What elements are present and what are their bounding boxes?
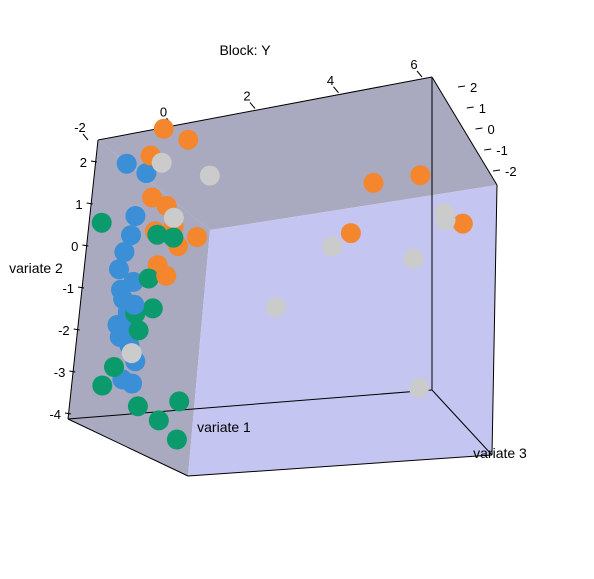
data-point	[163, 207, 184, 228]
data-point	[104, 357, 124, 377]
data-point	[109, 326, 130, 347]
data-point	[435, 210, 456, 231]
y-tick-label: -1	[62, 281, 74, 296]
y-tick-mark	[64, 412, 72, 415]
z-tick-label: -1	[496, 143, 508, 158]
data-point	[138, 268, 159, 289]
data-point	[124, 294, 145, 315]
y-tick-label: 2	[80, 155, 87, 170]
data-point	[151, 152, 172, 173]
z-tick-mark	[475, 127, 483, 130]
data-point	[147, 224, 168, 245]
box-edge	[491, 184, 498, 456]
y-tick-label: 0	[71, 239, 78, 254]
data-point	[187, 227, 207, 247]
data-point	[409, 377, 429, 398]
data-point	[127, 396, 148, 417]
data-point	[111, 279, 131, 300]
x-axis-label: variate 1	[197, 419, 251, 435]
x-tick-mark	[249, 102, 256, 109]
z-tick-label: -2	[505, 164, 517, 179]
back-face	[98, 77, 497, 230]
x-tick-label: 2	[243, 89, 250, 104]
data-point	[403, 248, 424, 269]
x-tick-label: 6	[410, 57, 417, 72]
data-point	[142, 298, 163, 319]
box-edge	[67, 389, 433, 420]
x-tick-label: 0	[160, 104, 167, 119]
data-point	[142, 187, 163, 208]
z-tick-mark	[457, 85, 466, 88]
data-point	[121, 343, 142, 364]
x-tick-label: -2	[74, 120, 86, 135]
z-tick-label: 0	[488, 122, 495, 137]
x-tick-label: 4	[327, 73, 334, 88]
z-tick-mark	[492, 169, 501, 172]
data-point	[169, 391, 190, 412]
data-point	[322, 236, 342, 257]
y-tick-label: 1	[75, 197, 82, 212]
data-point	[410, 165, 431, 186]
y-tick-mark	[86, 202, 93, 205]
x-tick-mark	[416, 70, 423, 78]
data-point	[91, 212, 112, 233]
x-tick-mark	[333, 86, 339, 94]
y-tick-label: -3	[54, 365, 66, 380]
z-tick-mark	[466, 106, 474, 109]
data-point	[199, 165, 220, 186]
y-tick-mark	[90, 160, 98, 163]
data-point	[114, 242, 135, 262]
data-point	[136, 163, 157, 183]
data-point	[92, 375, 113, 396]
data-point	[178, 129, 199, 150]
data-point	[125, 206, 146, 226]
y-tick-mark	[73, 328, 80, 331]
bounding-box-edges	[67, 76, 498, 477]
y-tick-mark	[69, 370, 76, 373]
data-point	[156, 265, 177, 286]
box-edge	[431, 389, 493, 456]
y-axis-label: variate 2	[9, 260, 63, 276]
x-tick-mark	[82, 133, 89, 141]
box-edge	[431, 76, 498, 186]
box-edge	[187, 454, 493, 477]
data-point	[109, 259, 129, 280]
z-tick-mark	[484, 148, 492, 151]
y-tick-mark	[82, 244, 89, 247]
box-edge	[97, 76, 433, 141]
z-tick-label: 1	[479, 101, 486, 116]
y-tick-label: -2	[58, 323, 70, 338]
data-point	[153, 118, 174, 139]
z-tick-label: 2	[470, 80, 477, 95]
y-tick-mark	[77, 286, 85, 289]
y-tick-label: -4	[49, 407, 61, 422]
data-point	[116, 153, 137, 174]
data-point	[340, 223, 361, 244]
data-point	[148, 410, 169, 431]
box-edge	[67, 418, 189, 477]
box-edge	[67, 139, 99, 420]
data-point	[128, 320, 149, 341]
data-point	[265, 297, 286, 318]
data-point	[121, 225, 141, 246]
data-point	[163, 227, 184, 248]
data-point	[452, 213, 473, 234]
data-point	[166, 429, 187, 450]
data-point	[363, 172, 384, 193]
chart-title: Block: Y	[219, 42, 271, 58]
z-axis-label: variate 3	[473, 445, 527, 461]
